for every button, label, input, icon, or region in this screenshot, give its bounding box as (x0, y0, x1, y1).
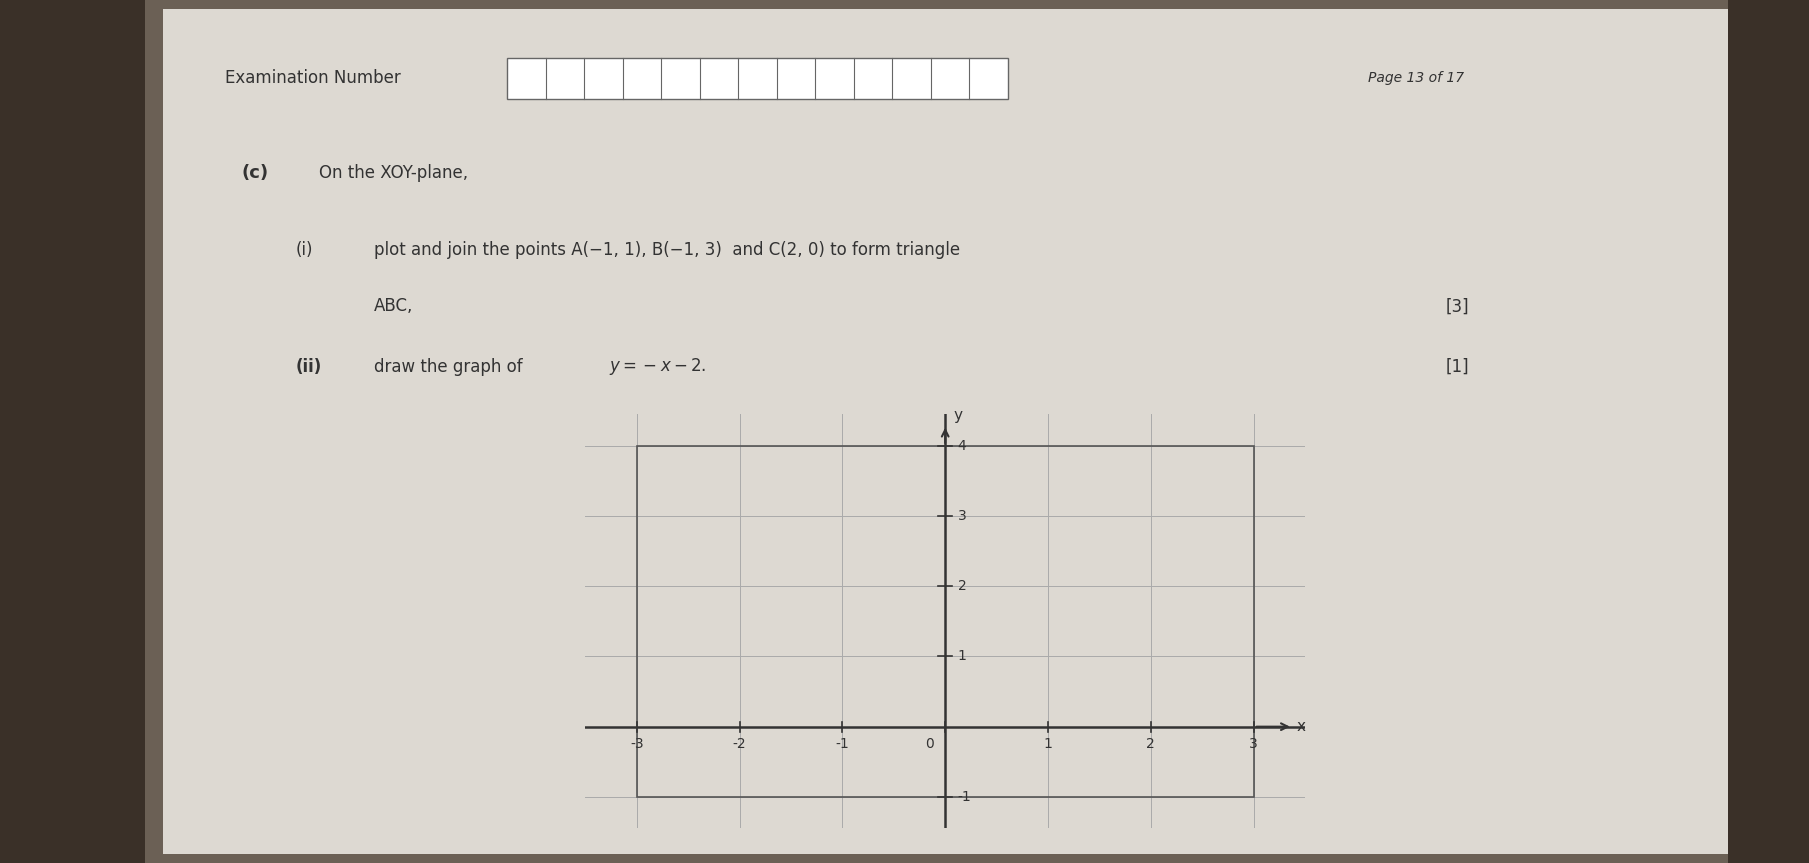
Text: ABC,: ABC, (374, 298, 414, 315)
Text: draw the graph of: draw the graph of (374, 358, 534, 375)
Text: 1: 1 (1044, 737, 1053, 751)
Bar (507, 58, 1008, 99)
Text: [3]: [3] (1445, 298, 1469, 315)
Text: 0: 0 (926, 737, 933, 751)
Bar (637, 446, 1254, 797)
Polygon shape (1728, 0, 1809, 863)
Text: 2: 2 (957, 579, 966, 593)
Text: 3: 3 (1250, 737, 1257, 751)
FancyBboxPatch shape (163, 9, 1728, 854)
Text: (ii): (ii) (297, 358, 322, 375)
Polygon shape (0, 0, 145, 863)
Text: x: x (1297, 719, 1306, 734)
Text: 1: 1 (957, 650, 966, 664)
Text: y: y (953, 408, 962, 424)
Text: (c): (c) (241, 164, 268, 181)
Text: -1: -1 (836, 737, 848, 751)
Text: Examination Number: Examination Number (226, 69, 402, 86)
Text: [1]: [1] (1445, 358, 1469, 375)
Text: Page 13 of 17: Page 13 of 17 (1368, 71, 1463, 85)
Text: On the XOY-plane,: On the XOY-plane, (318, 164, 469, 181)
Text: -1: -1 (957, 790, 971, 804)
Text: -3: -3 (630, 737, 644, 751)
Text: 3: 3 (957, 509, 966, 523)
Text: plot and join the points A(−1, 1), B(−1, 3)  and C(2, 0) to form triangle: plot and join the points A(−1, 1), B(−1,… (374, 242, 961, 259)
Text: $y = -x - 2.$: $y = -x - 2.$ (610, 356, 706, 377)
Text: 4: 4 (957, 438, 966, 453)
Text: (i): (i) (297, 242, 313, 259)
Text: 2: 2 (1147, 737, 1156, 751)
Text: -2: -2 (733, 737, 747, 751)
